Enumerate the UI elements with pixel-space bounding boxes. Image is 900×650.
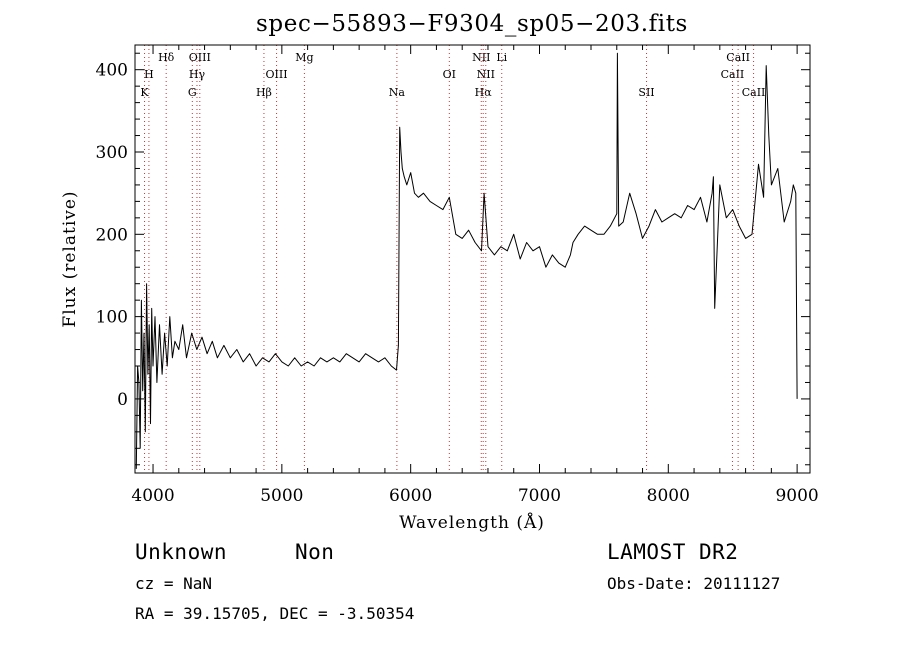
feature-label-1: H — [144, 68, 154, 81]
feature-label-16: CaII — [721, 68, 745, 81]
y-tick-label-1: 100 — [96, 308, 128, 328]
line-markers: KHHδGHγOIIIHβOIIIMgNaOINIIHαNIILiSIICaII… — [140, 45, 765, 473]
feature-label-17: CaII — [726, 51, 750, 64]
object-subclass: Non — [295, 540, 335, 564]
feature-label-7: OIII — [266, 68, 288, 81]
coordinates: RA = 39.15705, DEC = -3.50354 — [135, 604, 415, 623]
feature-label-8: Mg — [295, 51, 313, 64]
obs-date: Obs-Date: 20111127 — [607, 574, 781, 593]
x-axis-label: Wavelength (Å) — [399, 512, 545, 533]
object-class: Unknown — [135, 540, 228, 564]
spectrum-series-0 — [135, 52, 798, 469]
feature-label-4: Hγ — [189, 68, 206, 81]
chart-title: spec−55893−F9304_sp05−203.fits — [256, 11, 688, 37]
x-tick-label-1: 5000 — [260, 486, 303, 506]
x-axis: 4000 5000 6000 7000 8000 9000 — [131, 45, 819, 506]
y-tick-label-4: 400 — [96, 61, 128, 81]
x-tick-label-2: 6000 — [389, 486, 432, 506]
feature-label-6: Hβ — [256, 86, 272, 99]
y-axis: 0 100 200 300 400 — [96, 52, 810, 466]
series-layer — [135, 52, 798, 469]
feature-label-14: Li — [496, 51, 507, 64]
feature-label-18: CaII — [742, 86, 766, 99]
feature-label-11: NII — [472, 51, 490, 64]
feature-label-15: SII — [638, 86, 654, 99]
x-tick-label-4: 8000 — [647, 486, 690, 506]
y-axis-label: Flux (relative) — [60, 190, 80, 327]
feature-label-2: Hδ — [158, 51, 175, 64]
x-tick-label-5: 9000 — [775, 486, 818, 506]
y-tick-label-3: 300 — [96, 143, 128, 163]
y-tick-label-2: 200 — [96, 225, 128, 245]
feature-label-10: OI — [443, 68, 456, 81]
feature-label-5: OIII — [189, 51, 211, 64]
y-tick-label-0: 0 — [117, 390, 128, 410]
redshift-cz: cz = NaN — [135, 574, 213, 593]
spectrum-plot-svg: spec−55893−F9304_sp05−203.fits KH Hδ G Hγ OI… — [60, 11, 819, 533]
feature-label-13: NII — [477, 68, 495, 81]
feature-label-0: K — [140, 86, 149, 99]
plot-frame — [134, 44, 811, 474]
feature-label-9: Na — [389, 86, 406, 99]
survey-label: LAMOST DR2 — [607, 540, 739, 564]
x-tick-label-3: 7000 — [518, 486, 561, 506]
feature-label-3: G — [188, 86, 197, 99]
feature-label-12: Hα — [475, 86, 493, 99]
x-tick-label-0: 4000 — [131, 486, 174, 506]
